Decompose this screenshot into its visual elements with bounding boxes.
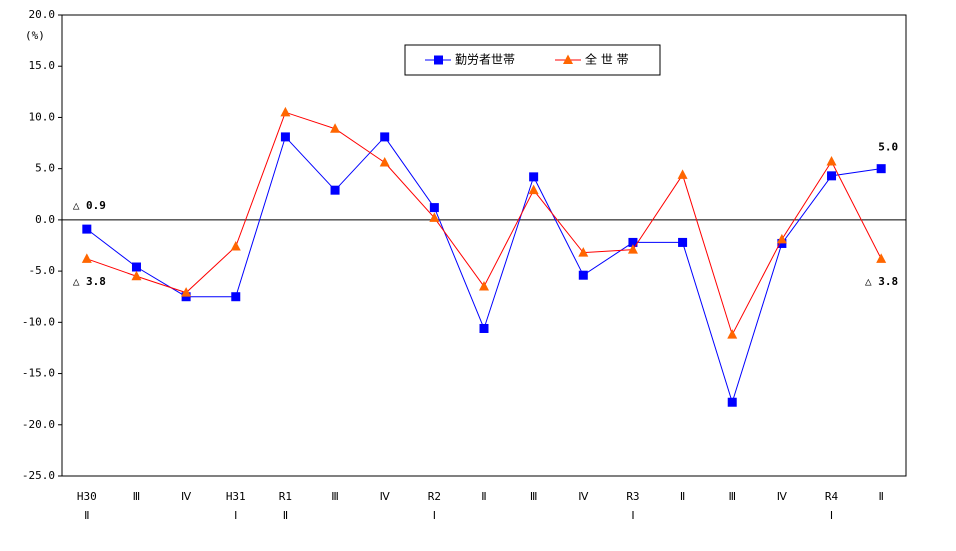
x-tick-label: Ⅱ [878,490,883,503]
y-tick-label: 10.0 [29,110,56,123]
x-tick-label-line: R4 [825,490,839,503]
marker [727,329,738,339]
legend-label: 勤労者世帯 [455,53,515,67]
marker [330,185,340,195]
marker [876,164,886,174]
y-unit: (%) [25,29,45,42]
x-tick-label: Ⅲ [133,490,141,503]
marker [578,247,589,257]
marker [131,270,142,281]
marker [429,212,440,222]
x-tick-label-line: Ⅰ [631,509,634,522]
x-tick-label-line: Ⅰ [830,509,833,522]
y-tick-label: -10.0 [22,315,55,328]
marker [777,238,787,248]
data-label: △ 0.9 [73,199,106,212]
x-tick-label-line: R1 [279,490,292,503]
marker [231,292,241,302]
marker [479,323,489,333]
x-tick-label: R3 Ⅰ [626,490,639,522]
marker [379,157,390,167]
marker [628,237,638,247]
marker [678,237,688,247]
marker [380,132,390,142]
marker [876,253,887,263]
marker [677,169,688,179]
marker [330,123,341,133]
y-tick-label: -25.0 [22,469,55,482]
x-tick-label: R1 Ⅱ [279,490,292,522]
x-tick-label-line: H30 [77,490,97,503]
marker [727,397,737,407]
x-tick-label: Ⅲ [530,490,538,503]
marker [280,132,290,142]
x-tick-label-line: H31 [226,490,246,503]
x-tick-label-line: R3 [626,490,639,503]
marker [280,106,291,117]
marker [429,203,439,213]
marker [81,253,92,263]
x-tick-label: Ⅱ [680,490,685,503]
plot-frame [61,14,907,477]
marker [528,184,539,195]
data-label: △ 3.8 [865,275,898,288]
marker [82,224,92,234]
y-tick-label: -5.0 [29,264,56,277]
data-label: 5.0 [878,141,898,154]
x-tick-label-line: Ⅱ [84,509,89,522]
x-tick-label-line: Ⅰ [433,509,436,522]
marker [827,171,837,181]
marker [230,241,241,251]
marker [627,244,638,254]
x-tick-label: Ⅲ [331,490,339,503]
x-tick-label: Ⅳ [777,490,788,503]
x-tick-label-line: R2 [428,490,441,503]
x-tick-label: R4 Ⅰ [825,490,839,522]
x-tick-label: H30 Ⅱ [77,490,97,522]
marker [181,287,192,297]
marker [776,233,787,244]
y-tick-label: 0.0 [35,213,55,226]
y-tick-label: -20.0 [22,418,55,431]
marker [479,280,489,291]
x-tick-label-line: Ⅰ [234,509,237,522]
marker [578,270,588,280]
x-tick-label: R2 Ⅰ [428,490,441,522]
data-label: △ 3.8 [73,275,106,288]
legend-marker [434,55,443,65]
legend-marker [563,54,573,64]
x-tick-label: Ⅱ [481,490,486,503]
y-tick-label: 5.0 [35,162,55,175]
marker [131,262,141,272]
marker [529,172,539,182]
y-tick-label: 15.0 [29,59,56,72]
x-tick-label: Ⅳ [181,490,192,503]
x-tick-label: Ⅲ [728,490,736,503]
x-tick-label: Ⅳ [578,490,589,503]
x-tick-label: H31 Ⅰ [226,490,246,522]
x-tick-label: Ⅳ [380,490,391,503]
marker [181,292,191,302]
y-tick-label: 20.0 [29,8,56,21]
marker [826,155,837,166]
x-tick-label-line: Ⅱ [283,509,288,522]
y-tick-label: -15.0 [22,367,55,380]
legend-label: 全 世 帯 [585,52,629,67]
